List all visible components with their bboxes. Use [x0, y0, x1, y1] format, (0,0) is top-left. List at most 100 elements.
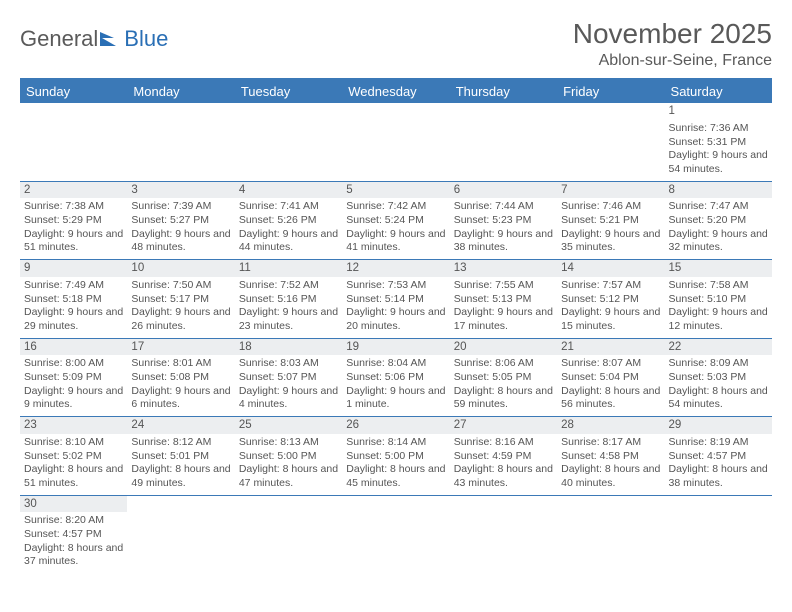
- sunset-text: Sunset: 5:26 PM: [239, 214, 338, 228]
- sunrise-text: Sunrise: 8:07 AM: [561, 357, 660, 371]
- sunset-text: Sunset: 5:03 PM: [669, 371, 768, 385]
- day-cell: 15Sunrise: 7:58 AMSunset: 5:10 PMDayligh…: [665, 260, 772, 338]
- sunset-text: Sunset: 5:31 PM: [669, 136, 768, 150]
- day-cell: [127, 496, 234, 574]
- sunrise-text: Sunrise: 7:52 AM: [239, 279, 338, 293]
- day-cell: 8Sunrise: 7:47 AMSunset: 5:20 PMDaylight…: [665, 182, 772, 260]
- day-cell: [235, 103, 342, 181]
- sunset-text: Sunset: 4:59 PM: [454, 450, 553, 464]
- day-cell: [20, 103, 127, 181]
- daylight-text: Daylight: 8 hours and 43 minutes.: [454, 463, 553, 490]
- day-cell: 16Sunrise: 8:00 AMSunset: 5:09 PMDayligh…: [20, 339, 127, 417]
- day-cell: 25Sunrise: 8:13 AMSunset: 5:00 PMDayligh…: [235, 417, 342, 495]
- day-cell: [557, 103, 664, 181]
- sunset-text: Sunset: 5:00 PM: [346, 450, 445, 464]
- day-number: 17: [127, 339, 234, 356]
- day-cell: [127, 103, 234, 181]
- topbar: General Blue November 2025 Ablon-sur-Sei…: [20, 18, 772, 70]
- day-cell: 20Sunrise: 8:06 AMSunset: 5:05 PMDayligh…: [450, 339, 557, 417]
- sunset-text: Sunset: 5:21 PM: [561, 214, 660, 228]
- location: Ablon-sur-Seine, France: [573, 52, 772, 70]
- daylight-text: Daylight: 9 hours and 32 minutes.: [669, 228, 768, 255]
- daylight-text: Daylight: 9 hours and 35 minutes.: [561, 228, 660, 255]
- week-row: 16Sunrise: 8:00 AMSunset: 5:09 PMDayligh…: [20, 339, 772, 418]
- daylight-text: Daylight: 8 hours and 54 minutes.: [669, 385, 768, 412]
- sunset-text: Sunset: 5:04 PM: [561, 371, 660, 385]
- day-number: 11: [235, 260, 342, 277]
- day-cell: 29Sunrise: 8:19 AMSunset: 4:57 PMDayligh…: [665, 417, 772, 495]
- day-cell: 30Sunrise: 8:20 AMSunset: 4:57 PMDayligh…: [20, 496, 127, 574]
- daylight-text: Daylight: 9 hours and 38 minutes.: [454, 228, 553, 255]
- sunrise-text: Sunrise: 7:46 AM: [561, 200, 660, 214]
- sunset-text: Sunset: 5:08 PM: [131, 371, 230, 385]
- weekday-header: Tuesday: [235, 80, 342, 103]
- day-cell: 4Sunrise: 7:41 AMSunset: 5:26 PMDaylight…: [235, 182, 342, 260]
- day-cell: [450, 496, 557, 574]
- sunset-text: Sunset: 5:16 PM: [239, 293, 338, 307]
- daylight-text: Daylight: 9 hours and 23 minutes.: [239, 306, 338, 333]
- daylight-text: Daylight: 9 hours and 9 minutes.: [24, 385, 123, 412]
- day-number: 12: [342, 260, 449, 277]
- day-cell: 23Sunrise: 8:10 AMSunset: 5:02 PMDayligh…: [20, 417, 127, 495]
- day-number: 8: [665, 182, 772, 199]
- weekday-header: Friday: [557, 80, 664, 103]
- day-cell: 24Sunrise: 8:12 AMSunset: 5:01 PMDayligh…: [127, 417, 234, 495]
- day-cell: 5Sunrise: 7:42 AMSunset: 5:24 PMDaylight…: [342, 182, 449, 260]
- sunrise-text: Sunrise: 7:38 AM: [24, 200, 123, 214]
- logo-text-left: General: [20, 26, 98, 52]
- day-number: 14: [557, 260, 664, 277]
- sunrise-text: Sunrise: 8:13 AM: [239, 436, 338, 450]
- daylight-text: Daylight: 8 hours and 38 minutes.: [669, 463, 768, 490]
- daylight-text: Daylight: 9 hours and 15 minutes.: [561, 306, 660, 333]
- sunrise-text: Sunrise: 7:44 AM: [454, 200, 553, 214]
- day-cell: 7Sunrise: 7:46 AMSunset: 5:21 PMDaylight…: [557, 182, 664, 260]
- daylight-text: Daylight: 8 hours and 49 minutes.: [131, 463, 230, 490]
- sunset-text: Sunset: 5:09 PM: [24, 371, 123, 385]
- day-number: 18: [235, 339, 342, 356]
- daylight-text: Daylight: 9 hours and 26 minutes.: [131, 306, 230, 333]
- sunrise-text: Sunrise: 8:06 AM: [454, 357, 553, 371]
- week-row: 1Sunrise: 7:36 AMSunset: 5:31 PMDaylight…: [20, 103, 772, 182]
- day-number: 4: [235, 182, 342, 199]
- sunset-text: Sunset: 5:29 PM: [24, 214, 123, 228]
- sunset-text: Sunset: 5:24 PM: [346, 214, 445, 228]
- day-number: 15: [665, 260, 772, 277]
- day-number: 3: [127, 182, 234, 199]
- day-cell: 22Sunrise: 8:09 AMSunset: 5:03 PMDayligh…: [665, 339, 772, 417]
- weekday-header-row: Sunday Monday Tuesday Wednesday Thursday…: [20, 80, 772, 103]
- sunrise-text: Sunrise: 8:12 AM: [131, 436, 230, 450]
- week-row: 23Sunrise: 8:10 AMSunset: 5:02 PMDayligh…: [20, 417, 772, 496]
- sunrise-text: Sunrise: 7:47 AM: [669, 200, 768, 214]
- day-number: 24: [127, 417, 234, 434]
- sunset-text: Sunset: 5:10 PM: [669, 293, 768, 307]
- sunset-text: Sunset: 5:18 PM: [24, 293, 123, 307]
- daylight-text: Daylight: 9 hours and 48 minutes.: [131, 228, 230, 255]
- week-row: 30Sunrise: 8:20 AMSunset: 4:57 PMDayligh…: [20, 496, 772, 574]
- sunrise-text: Sunrise: 7:50 AM: [131, 279, 230, 293]
- day-number: 1: [665, 103, 772, 120]
- daylight-text: Daylight: 9 hours and 4 minutes.: [239, 385, 338, 412]
- daylight-text: Daylight: 8 hours and 56 minutes.: [561, 385, 660, 412]
- day-cell: 26Sunrise: 8:14 AMSunset: 5:00 PMDayligh…: [342, 417, 449, 495]
- sunrise-text: Sunrise: 8:09 AM: [669, 357, 768, 371]
- day-number: 20: [450, 339, 557, 356]
- day-cell: 11 Sunrise: 7:52 AMSunset: 5:16 PMDayligh…: [235, 260, 342, 338]
- day-cell: 6Sunrise: 7:44 AMSunset: 5:23 PMDaylight…: [450, 182, 557, 260]
- daylight-text: Daylight: 9 hours and 17 minutes.: [454, 306, 553, 333]
- sunrise-text: Sunrise: 7:55 AM: [454, 279, 553, 293]
- day-cell: 1Sunrise: 7:36 AMSunset: 5:31 PMDaylight…: [665, 103, 772, 181]
- sunset-text: Sunset: 5:05 PM: [454, 371, 553, 385]
- day-cell: 2Sunrise: 7:38 AMSunset: 5:29 PMDaylight…: [20, 182, 127, 260]
- sunset-text: Sunset: 5:20 PM: [669, 214, 768, 228]
- daylight-text: Daylight: 9 hours and 29 minutes.: [24, 306, 123, 333]
- day-number: 5: [342, 182, 449, 199]
- sunrise-text: Sunrise: 7:41 AM: [239, 200, 338, 214]
- sunrise-text: Sunrise: 8:16 AM: [454, 436, 553, 450]
- day-cell: 12Sunrise: 7:53 AMSunset: 5:14 PMDayligh…: [342, 260, 449, 338]
- day-cell: [342, 496, 449, 574]
- sunset-text: Sunset: 5:27 PM: [131, 214, 230, 228]
- day-cell: 9Sunrise: 7:49 AMSunset: 5:18 PMDaylight…: [20, 260, 127, 338]
- day-number: 27: [450, 417, 557, 434]
- day-cell: 27 Sunrise: 8:16 AMSunset: 4:59 PMDayligh…: [450, 417, 557, 495]
- weekday-header: Monday: [127, 80, 234, 103]
